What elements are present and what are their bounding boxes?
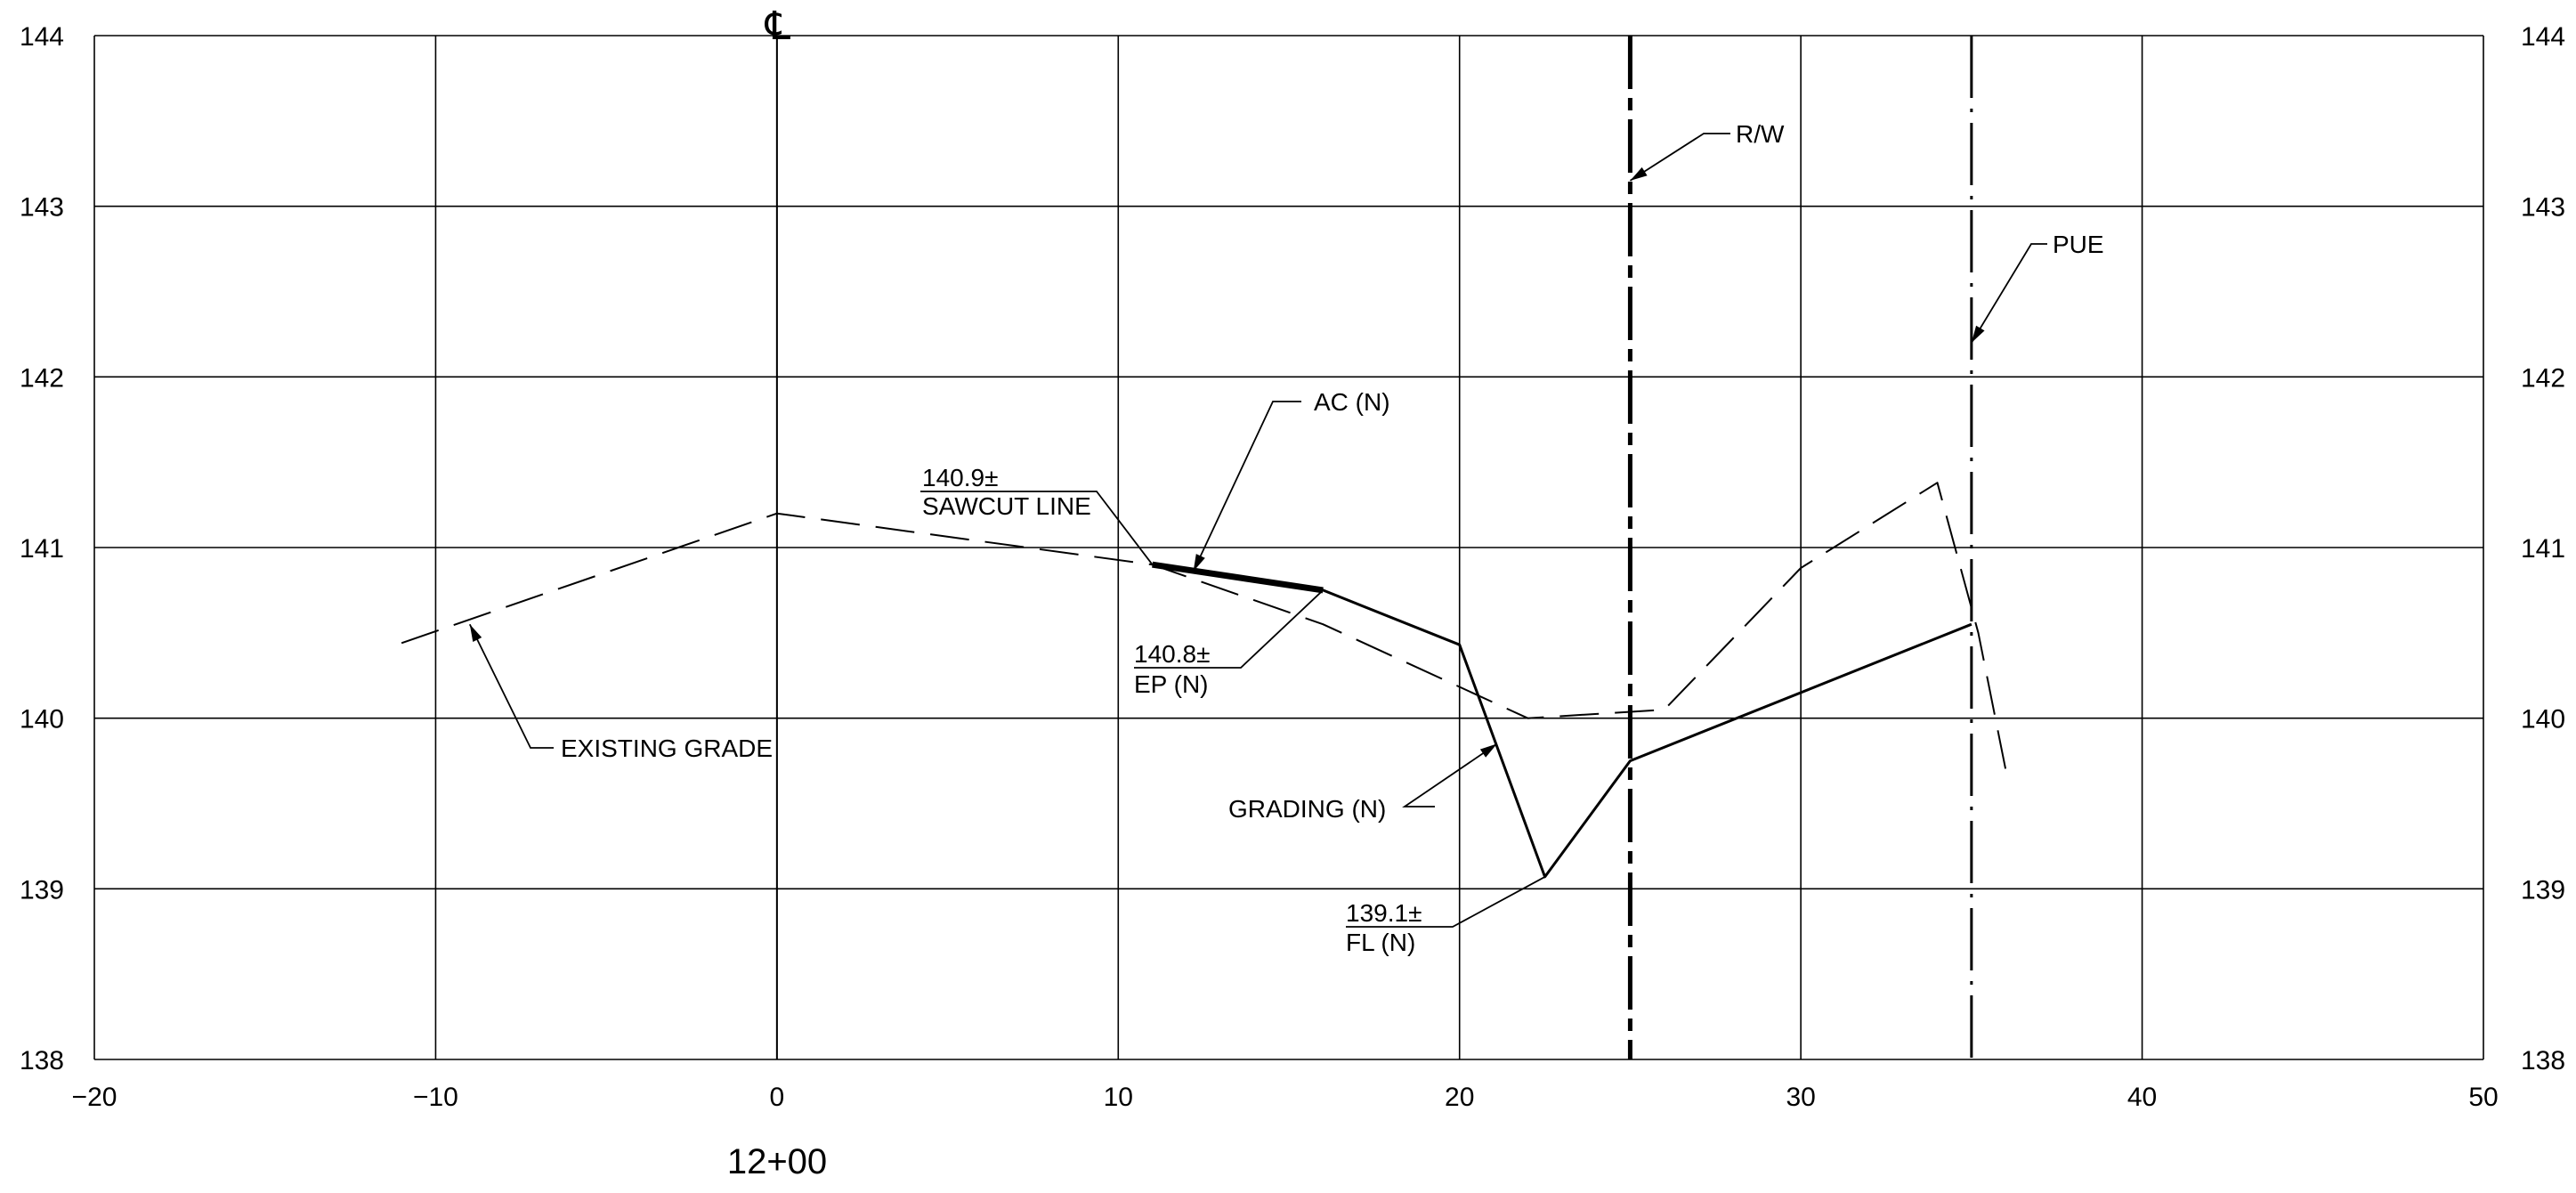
x-tick-label: −20 [72,1083,117,1112]
leader-ac-arrowhead [1193,554,1205,572]
x-tick-label: 30 [1786,1083,1815,1112]
leader-existing-grade-arrowhead [469,624,482,642]
y-tick-label-right: 142 [2521,363,2565,393]
y-tick-label-left: 143 [20,193,64,223]
annotation-ac: AC (N) [1314,388,1390,416]
leader-existing-grade [468,623,554,749]
leader-rw [1629,133,1730,182]
y-tick-label-left: 144 [20,22,64,52]
ac-pavement-line [1152,561,1324,594]
x-tick-label: 10 [1104,1083,1133,1112]
proposed-grade-line [1152,563,1973,879]
centerline-symbol: ℄ [765,4,791,48]
y-tick-label-left: 139 [20,875,64,905]
callout-labels: 12+00 ℄ 140.9± SAWCUT LINE AC (N) 140.8±… [561,4,2104,1181]
leader-grading-arrowhead [1479,743,1497,758]
leader-sawcut [920,491,1154,565]
x-tick-label: 20 [1445,1083,1474,1112]
y-tick-label-right: 141 [2521,534,2565,564]
y-tick-label-right: 139 [2521,875,2565,905]
annotation-grading: GRADING (N) [1228,795,1386,823]
profile-lines [401,482,2007,879]
annotation-pue: PUE [2053,231,2104,258]
annotation-rw: R/W [1736,120,1785,148]
y-tick-label-right: 143 [2521,193,2565,223]
x-tick-label: 0 [770,1083,785,1112]
y-tick-label-left: 138 [20,1046,64,1075]
annotation-ep-elevation: 140.8± [1134,640,1210,668]
y-tick-label-left: 140 [20,705,64,734]
grid [93,35,2484,1060]
leader-pue-arrowhead [1971,325,1985,343]
leader-ep [1134,589,1324,669]
y-tick-label-left: 141 [20,534,64,564]
leader-pue [1971,243,2047,344]
reference-lines [775,36,1973,1059]
annotation-fl-label: FL (N) [1346,929,1415,956]
annotation-sawcut-elevation: 140.9± [922,464,998,491]
leader-ac [1192,401,1301,572]
callout-leaders [468,133,2047,928]
leader-grading [1402,743,1498,808]
leader-fl [1346,876,1545,928]
y-tick-label-right: 144 [2521,22,2565,52]
station-label: 12+00 [727,1142,827,1181]
y-tick-label-right: 138 [2521,1046,2565,1075]
annotation-sawcut-label: SAWCUT LINE [922,492,1091,520]
axis-tick-labels: −20 −10 0 10 20 30 40 50 138 138 139 139 140 140 141 14… [20,22,2565,1112]
leader-rw-arrowhead [1630,166,1648,181]
x-tick-label: 40 [2127,1083,2157,1112]
y-tick-label-right: 140 [2521,705,2565,734]
existing-grade-line [401,482,2007,770]
annotation-existing-grade: EXISTING GRADE [561,734,773,762]
annotation-fl-elevation: 139.1± [1346,899,1422,927]
annotation-ep-label: EP (N) [1134,670,1209,698]
y-tick-label-left: 142 [20,363,64,393]
x-tick-label: −10 [413,1083,458,1112]
x-tick-label: 50 [2468,1083,2498,1112]
